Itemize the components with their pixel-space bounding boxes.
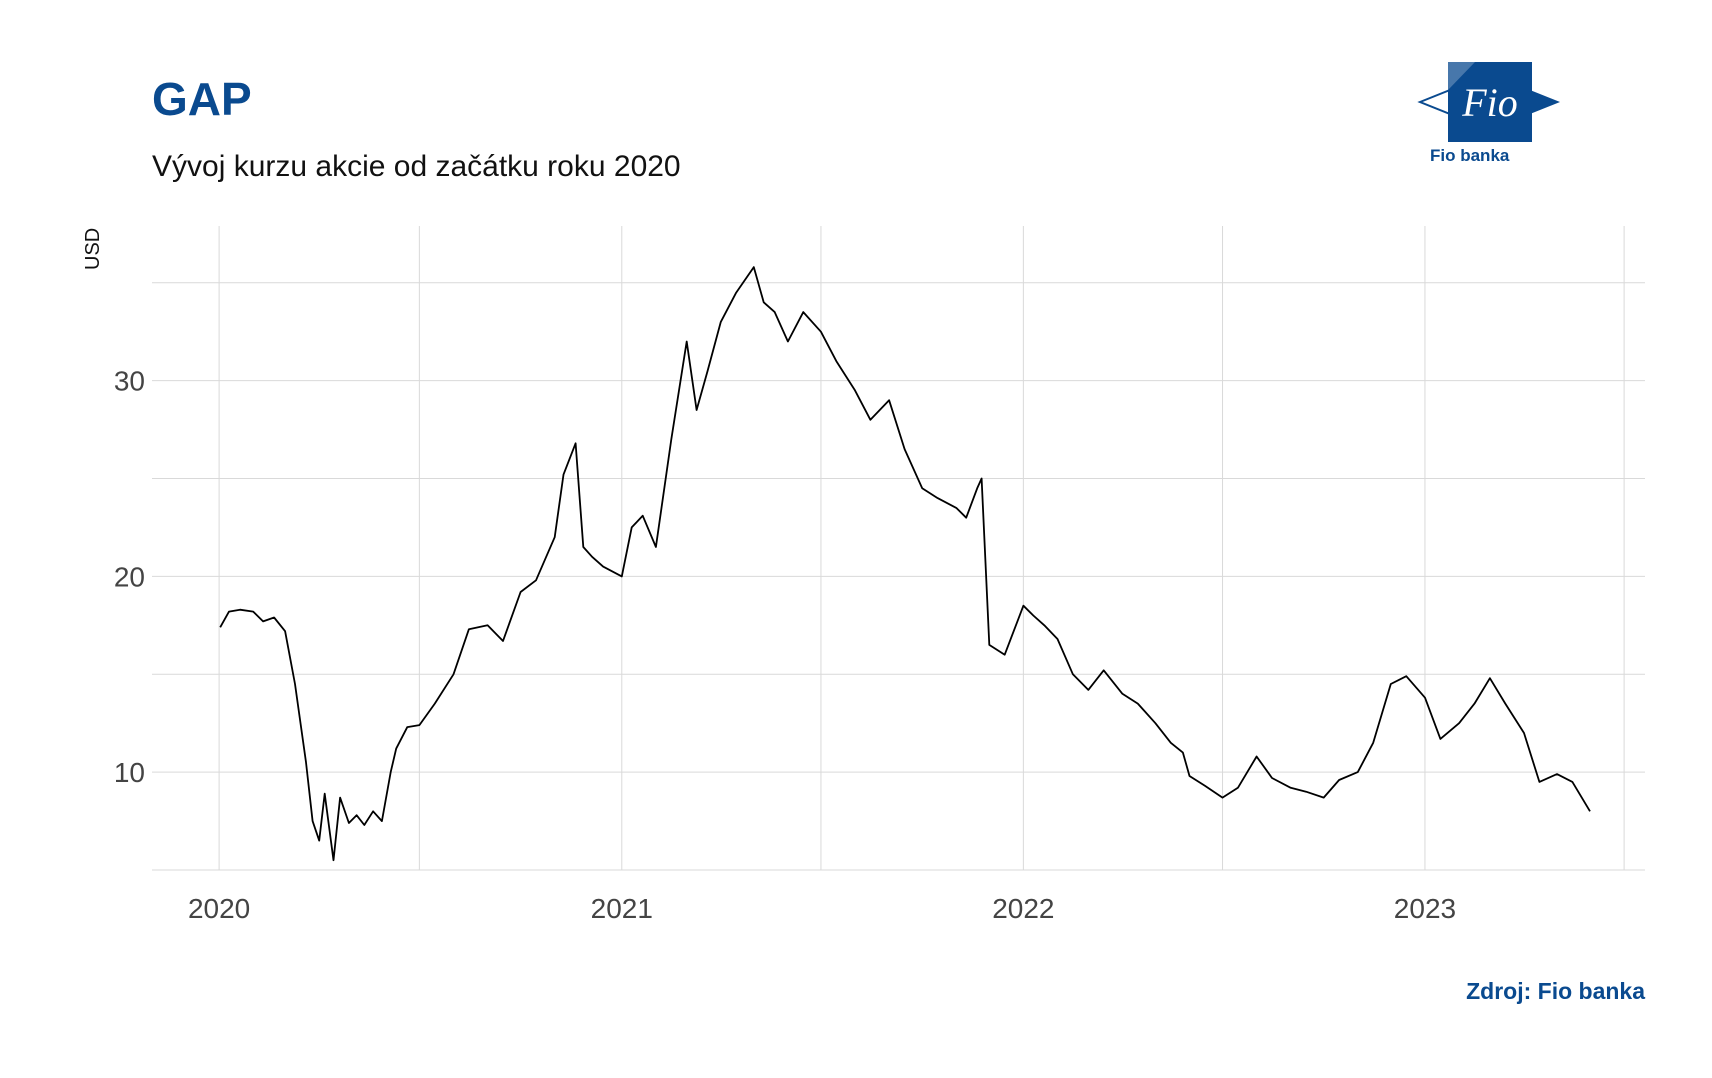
x-tick-label: 2023 xyxy=(1394,893,1456,924)
tick-labels: 2020 2021 2022 2023 10 20 30 xyxy=(114,366,1456,924)
fio-logo: Fio xyxy=(1415,60,1565,170)
source-note: Zdroj: Fio banka xyxy=(1466,978,1645,1004)
grid-lines xyxy=(152,226,1645,871)
x-tick-label: 2020 xyxy=(188,893,250,924)
y-axis-label: USD xyxy=(82,228,104,270)
x-tick-label: 2022 xyxy=(992,893,1054,924)
chart-subtitle: Vývoj kurzu akcie od začátku roku 2020 xyxy=(152,150,681,183)
y-tick-label: 10 xyxy=(114,757,145,788)
chart-title: GAP xyxy=(152,73,252,125)
logo-mark: Fio xyxy=(1461,80,1518,125)
series-line-gap xyxy=(219,266,1591,862)
logo-caption: Fio banka xyxy=(1430,146,1510,165)
y-tick-label: 20 xyxy=(114,561,145,592)
x-tick-label: 2021 xyxy=(591,893,653,924)
fio-logo-icon: Fio xyxy=(1417,62,1560,142)
y-tick-label: 30 xyxy=(114,366,145,397)
